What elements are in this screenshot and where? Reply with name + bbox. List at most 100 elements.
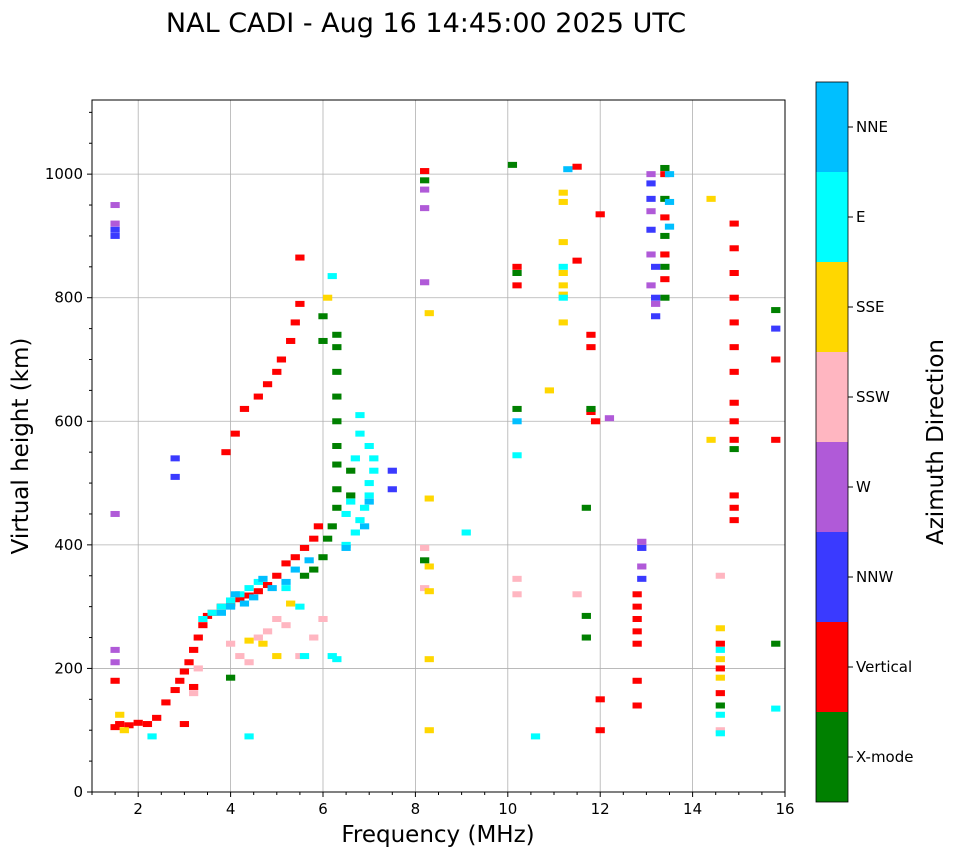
echo-point	[290, 566, 300, 573]
echo-point	[286, 337, 296, 344]
echo-point	[715, 665, 725, 672]
echo-point	[198, 622, 208, 629]
echo-point	[651, 300, 661, 307]
y-axis: 0 200 400 600 800 1000	[45, 111, 92, 801]
echo-point	[318, 554, 328, 561]
echo-point	[420, 557, 430, 564]
echo-point	[424, 727, 434, 734]
colorbar-segment	[816, 442, 848, 532]
echo-point	[632, 702, 642, 709]
echo-point	[119, 727, 129, 734]
echo-point	[235, 596, 245, 603]
echo-point	[364, 443, 374, 449]
echo-point	[729, 436, 739, 443]
echo-point	[729, 446, 739, 453]
echo-point	[646, 208, 656, 215]
echo-point	[563, 166, 573, 173]
echo-point	[152, 714, 162, 721]
echo-point	[544, 387, 554, 394]
echo-point	[355, 412, 365, 419]
colorbar-tick-label: Vertical	[856, 658, 912, 676]
echo-point	[332, 443, 342, 449]
colorbar-segment	[816, 82, 848, 172]
echo-point	[253, 578, 263, 585]
echo-point	[225, 600, 236, 607]
echo-point	[276, 356, 287, 363]
colorbar-tick-label: SSW	[856, 388, 890, 406]
echo-point	[332, 504, 342, 511]
echo-point	[115, 721, 125, 728]
y-tick-label: 800	[54, 289, 83, 307]
echo-point	[595, 696, 605, 703]
echo-point	[530, 733, 541, 740]
echo-point	[253, 393, 263, 400]
echo-point	[318, 616, 328, 622]
echo-point	[299, 653, 310, 660]
echo-point	[110, 220, 120, 227]
echo-point	[660, 251, 670, 258]
echo-point	[244, 637, 254, 644]
echo-point	[586, 409, 596, 416]
echo-point	[281, 560, 291, 567]
echo-point	[332, 656, 342, 663]
echo-point	[341, 541, 351, 548]
echo-point	[346, 467, 356, 474]
echo-point	[558, 291, 568, 298]
echo-point	[272, 616, 282, 622]
echo-point	[295, 603, 305, 610]
y-tick-label: 600	[54, 412, 83, 430]
y-axis-label: Virtual height (km)	[8, 338, 34, 555]
echo-point	[110, 232, 120, 239]
echo-point	[281, 578, 291, 585]
x-axis-label: Frequency (MHz)	[341, 822, 534, 848]
echo-point	[512, 591, 522, 598]
y-tick-label: 200	[54, 659, 83, 677]
echo-point	[359, 504, 370, 511]
echo-point	[706, 436, 716, 443]
echo-point	[170, 473, 180, 480]
colorbar-tick-label: NNW	[856, 568, 893, 586]
echo-point	[262, 628, 273, 635]
echo-point	[637, 544, 647, 551]
echo-point	[646, 195, 656, 202]
echo-point	[327, 523, 337, 530]
echo-point	[309, 634, 319, 641]
echo-point	[332, 461, 342, 468]
echo-point	[350, 529, 360, 536]
echo-point	[179, 668, 190, 675]
echo-point	[198, 616, 208, 622]
echo-point	[558, 189, 568, 196]
echo-point	[581, 612, 591, 619]
echo-point	[110, 677, 120, 684]
echo-point	[586, 331, 596, 338]
echo-point	[424, 588, 434, 595]
echo-point	[715, 572, 725, 579]
echo-point	[595, 727, 605, 734]
echo-point	[581, 634, 591, 641]
echo-point	[771, 307, 781, 314]
echo-point	[632, 640, 642, 647]
echo-point	[170, 455, 180, 462]
echo-point	[715, 656, 725, 663]
echo-point	[572, 257, 582, 264]
echo-point	[646, 226, 656, 233]
echo-point	[175, 677, 185, 684]
echo-point	[281, 585, 291, 592]
x-tick-label: 2	[133, 800, 143, 818]
echo-point	[632, 628, 642, 635]
echo-point	[558, 282, 568, 289]
echo-point	[332, 418, 342, 425]
series-w	[110, 171, 661, 666]
echo-point	[318, 313, 328, 320]
echo-point	[512, 452, 522, 459]
echo-point	[651, 313, 661, 320]
x-tick-label: 6	[318, 800, 328, 818]
echo-point	[142, 721, 153, 728]
colorbar-tick-label: NNE	[856, 118, 888, 136]
echo-point	[651, 294, 661, 301]
echo-point	[660, 232, 670, 239]
echo-point	[207, 609, 217, 616]
echo-point	[355, 517, 365, 524]
echo-point	[595, 211, 605, 218]
echo-point	[512, 418, 522, 425]
